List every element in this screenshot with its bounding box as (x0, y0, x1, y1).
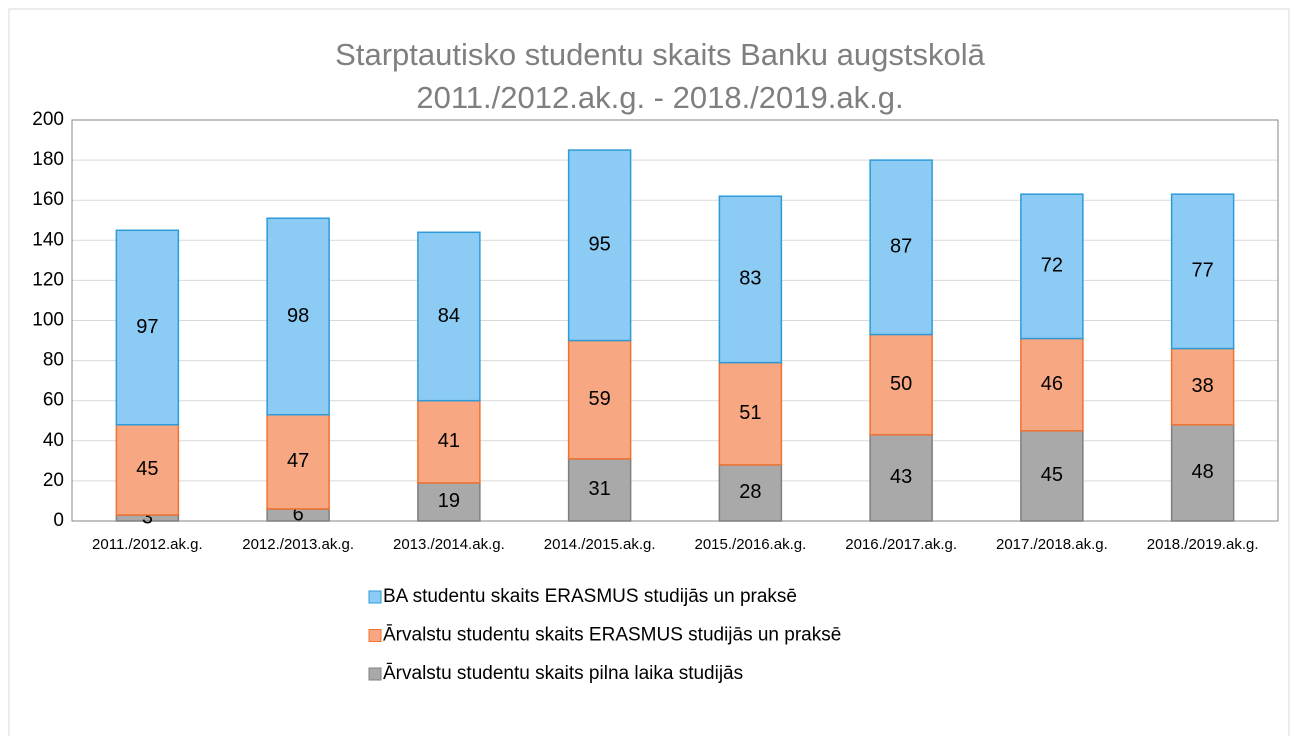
x-tick-label: 2014./2015.ak.g. (544, 536, 656, 553)
bar-segment (266, 413, 330, 510)
data-label: 47 (287, 450, 309, 472)
plot-border (71, 119, 1279, 522)
bar-segment (718, 361, 783, 466)
y-tick-label: 20 (43, 470, 64, 491)
data-label: 84 (438, 305, 460, 327)
data-label: 87 (890, 236, 912, 258)
legend-swatch (368, 629, 382, 642)
data-label: 98 (287, 305, 309, 327)
legend-label: Ārvalstu studentu skaits pilna laika stu… (383, 663, 743, 684)
chart-title: Starptautisko studentu skaits Banku augs… (335, 37, 985, 72)
x-tick-label: 2012./2013.ak.g. (242, 536, 354, 553)
x-tick-label: 2013./2014.ak.g. (393, 536, 505, 553)
bar-segment (869, 434, 933, 522)
data-label: 83 (739, 268, 761, 290)
y-tick-label: 160 (32, 189, 64, 210)
bar-segment (266, 217, 330, 416)
data-label: 19 (438, 490, 460, 512)
bar-segment (1170, 347, 1235, 426)
data-label: 46 (1041, 373, 1063, 395)
data-label: 97 (136, 316, 158, 338)
y-tick-label: 200 (32, 109, 64, 130)
y-tick-label: 120 (32, 269, 64, 290)
data-label: 50 (890, 373, 912, 395)
y-tick-label: 60 (43, 390, 64, 411)
bar-segment (869, 333, 933, 436)
x-tick-label: 2016./2017.ak.g. (845, 536, 957, 553)
bar-segment (1020, 337, 1084, 432)
bar-segment (718, 195, 783, 364)
y-tick-label: 180 (32, 149, 64, 170)
data-label: 6 (293, 503, 304, 525)
bar-segment (115, 424, 180, 516)
bar-segment (1170, 424, 1235, 522)
y-tick-label: 100 (32, 310, 64, 331)
bar-segment (718, 464, 783, 522)
data-label: 77 (1192, 260, 1214, 282)
data-label: 28 (739, 481, 761, 503)
legend-label: Ārvalstu studentu skaits ERASMUS studijā… (383, 625, 841, 646)
data-label: 45 (1041, 464, 1063, 486)
chart-title: 2011./2012.ak.g. - 2018./2019.ak.g. (416, 80, 903, 115)
bar-segment (1170, 193, 1235, 350)
data-label: 38 (1192, 375, 1214, 397)
x-tick-label: 2018./2019.ak.g. (1147, 536, 1259, 553)
x-tick-label: 2011./2012.ak.g. (92, 536, 203, 553)
bar-segment (567, 149, 632, 342)
bar-segment (417, 482, 481, 522)
bar-segment (567, 458, 632, 522)
bar-segment (417, 231, 481, 402)
data-label: 43 (890, 466, 912, 488)
data-label: 3 (142, 506, 153, 528)
legend-swatch (368, 590, 382, 604)
y-tick-label: 40 (43, 430, 64, 451)
bar-segment (417, 399, 481, 484)
data-label: 51 (739, 402, 761, 424)
data-label: 72 (1041, 255, 1063, 277)
y-tick-label: 0 (53, 510, 64, 531)
data-label: 41 (438, 430, 460, 452)
x-tick-label: 2017./2018.ak.g. (996, 536, 1108, 553)
data-label: 31 (589, 478, 611, 500)
data-label: 59 (589, 388, 611, 410)
legend-swatch (368, 667, 382, 681)
bar-segment (1020, 193, 1084, 340)
data-label: 95 (589, 234, 611, 256)
bar-segment (115, 229, 180, 426)
data-label: 48 (1192, 461, 1214, 483)
y-tick-label: 140 (32, 229, 64, 250)
data-label: 45 (136, 458, 158, 480)
y-tick-label: 80 (43, 350, 64, 371)
legend-label: BA studentu skaits ERASMUS studijās un p… (383, 586, 797, 607)
bar-segment (869, 159, 933, 336)
x-tick-label: 2015./2016.ak.g. (694, 536, 806, 553)
